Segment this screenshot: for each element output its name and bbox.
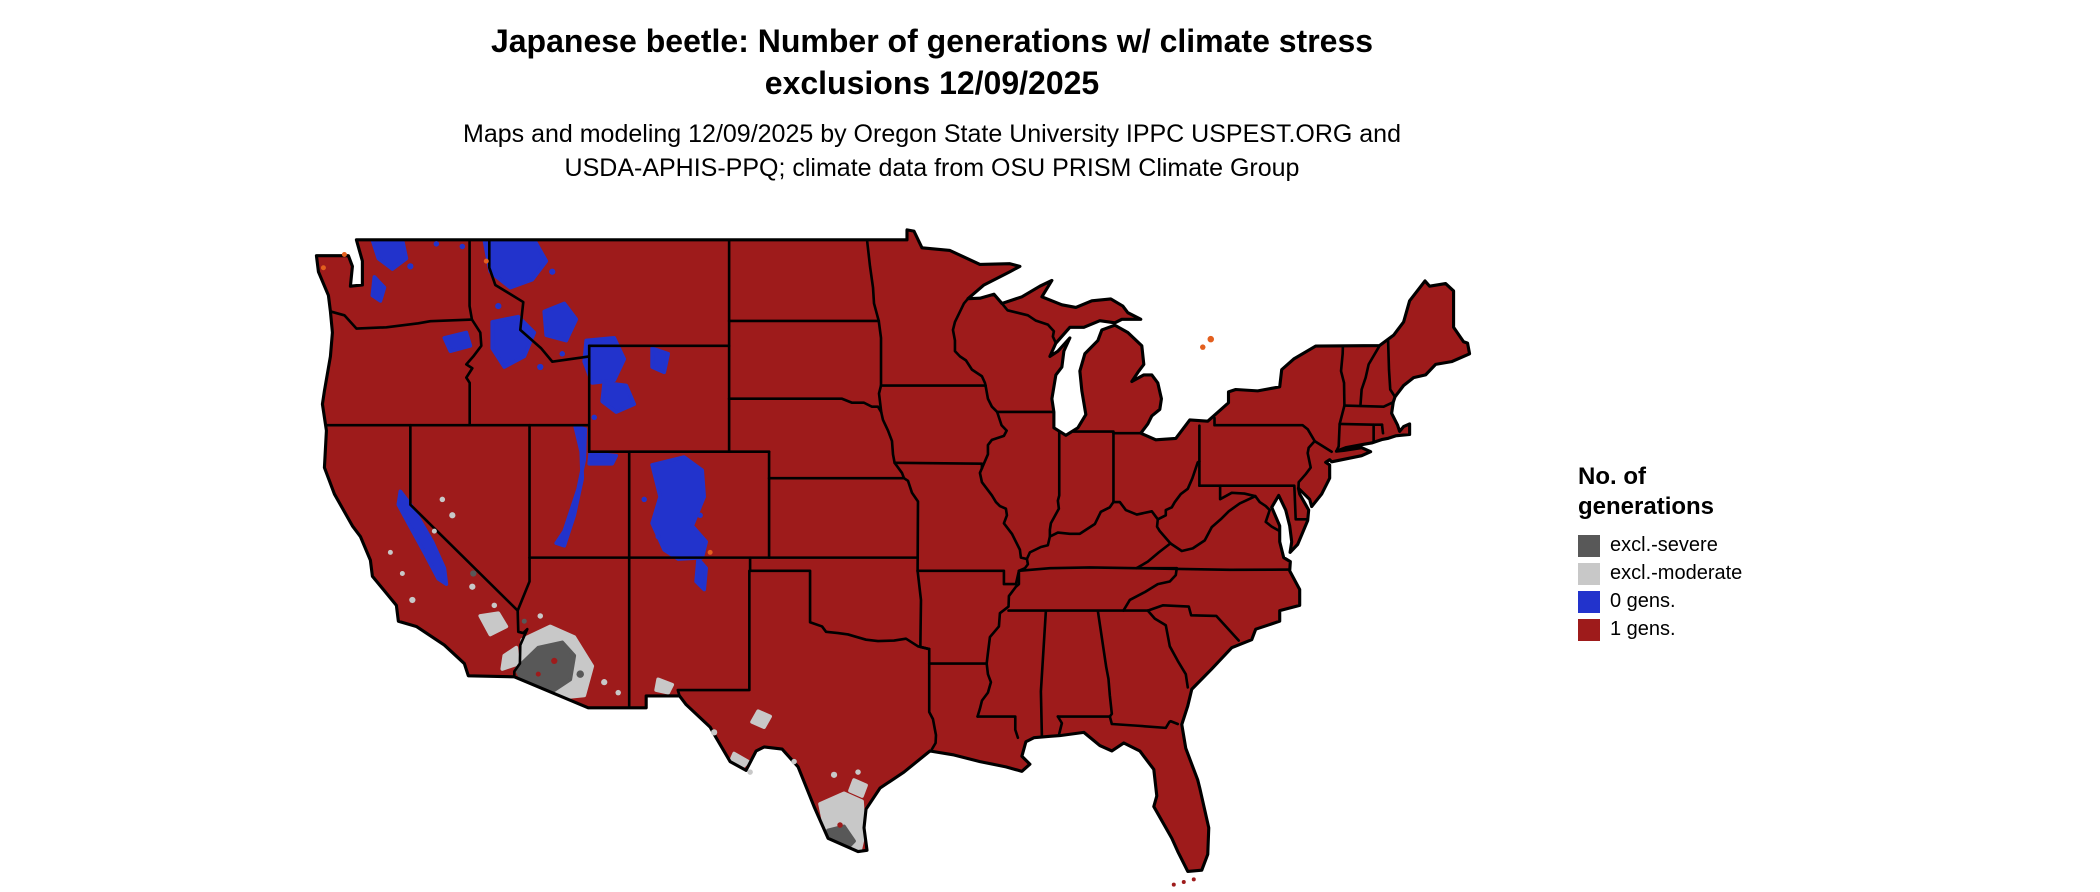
map-header: Japanese beetle: Number of generations w… [0, 20, 1864, 186]
legend-item: excl.-moderate [1578, 562, 1742, 585]
page-subtitle-line-1: Maps and modeling 12/09/2025 by Oregon S… [463, 120, 1401, 149]
legend-item-label: 0 gens. [1610, 590, 1676, 612]
legend-swatch-excl-severe [1578, 534, 1600, 557]
legend-item: 0 gens. [1578, 590, 1742, 613]
state-borders [321, 238, 1397, 751]
legend-title-line-2: generations [1578, 493, 1715, 520]
legend-item-label: excl.-severe [1610, 534, 1718, 556]
us-landmass [316, 229, 1470, 872]
legend-swatch-1-gens [1578, 618, 1600, 641]
legend-item: 1 gens. [1578, 618, 1742, 641]
us-generations-map [314, 228, 1472, 887]
page-title-line-1: Japanese beetle: Number of generations w… [490, 23, 1374, 59]
legend-item: excl.-severe [1578, 534, 1742, 557]
page-subtitle-line-2: USDA-APHIS-PPQ; climate data from OSU PR… [564, 154, 1300, 183]
speckles [320, 241, 1215, 887]
page-title-line-2: exclusions 12/09/2025 [764, 65, 1100, 102]
legend-swatch-excl-moderate [1578, 562, 1600, 585]
legend-item-label: 1 gens. [1610, 618, 1676, 640]
class-patches [370, 237, 868, 853]
legend-item-label: excl.-moderate [1610, 562, 1743, 584]
us-outline [314, 228, 1472, 873]
legend-title-line-1: No. of [1578, 463, 1646, 490]
legend-swatch-0-gens [1578, 590, 1600, 613]
map-legend: No. of generations excl.-severe excl.-mo… [1578, 462, 1742, 646]
page-subtitle: Maps and modeling 12/09/2025 by Oregon S… [0, 118, 1864, 186]
legend-items: excl.-severe excl.-moderate 0 gens. 1 ge… [1578, 534, 1742, 641]
